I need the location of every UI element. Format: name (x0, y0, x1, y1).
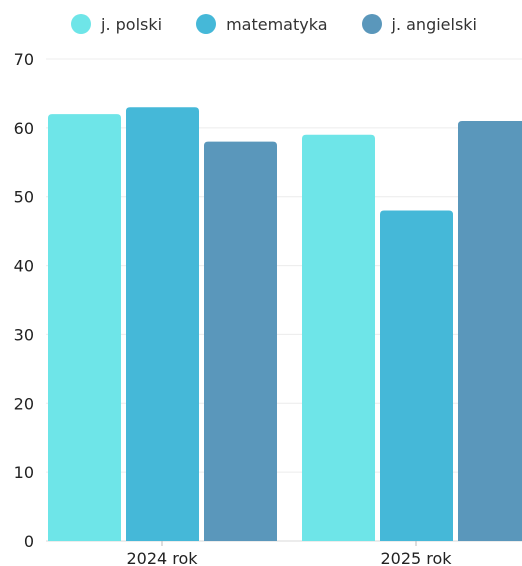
bar-matematyka-2024-rok[interactable] (126, 107, 199, 541)
y-tick-label: 50 (14, 188, 34, 207)
y-tick-label: 20 (14, 394, 34, 413)
legend-label-j-polski: j. polski (101, 14, 163, 34)
x-category-label: 2025 rok (380, 549, 452, 566)
bar-j-polski-2024-rok[interactable] (48, 114, 121, 541)
bar-matematyka-2025-rok[interactable] (380, 210, 453, 541)
y-tick-label: 30 (14, 325, 34, 344)
legend-swatch-j-polski (71, 14, 91, 34)
legend-swatch-matematyka (196, 14, 217, 34)
legend-swatch-j-angielski (361, 14, 382, 34)
y-tick-label: 70 (14, 50, 34, 69)
y-tick-label: 40 (14, 257, 34, 276)
bar-j-angielski-2025-rok[interactable] (458, 120, 522, 541)
y-tick-label: 10 (14, 463, 34, 482)
x-category-label: 2024 rok (126, 549, 198, 566)
x-axis: 2024 rok 2025 rok (126, 541, 452, 566)
legend: j. polski matematyka j. angielski (0, 8, 522, 40)
legend-label-j-angielski: j. angielski (391, 14, 478, 34)
legend-item-matematyka[interactable]: matematyka (196, 14, 328, 34)
y-axis: 0 10 20 30 40 50 60 70 (14, 50, 34, 551)
y-tick-label: 60 (14, 119, 34, 138)
y-tick-label: 0 (24, 532, 34, 551)
legend-item-j-angielski[interactable]: j. angielski (361, 14, 478, 34)
legend-label-matematyka: matematyka (226, 14, 328, 34)
bar-j-angielski-2024-rok[interactable] (204, 141, 277, 541)
bar-j-polski-2025-rok[interactable] (302, 134, 375, 541)
legend-item-j-polski[interactable]: j. polski (71, 14, 162, 34)
bars (48, 107, 522, 541)
